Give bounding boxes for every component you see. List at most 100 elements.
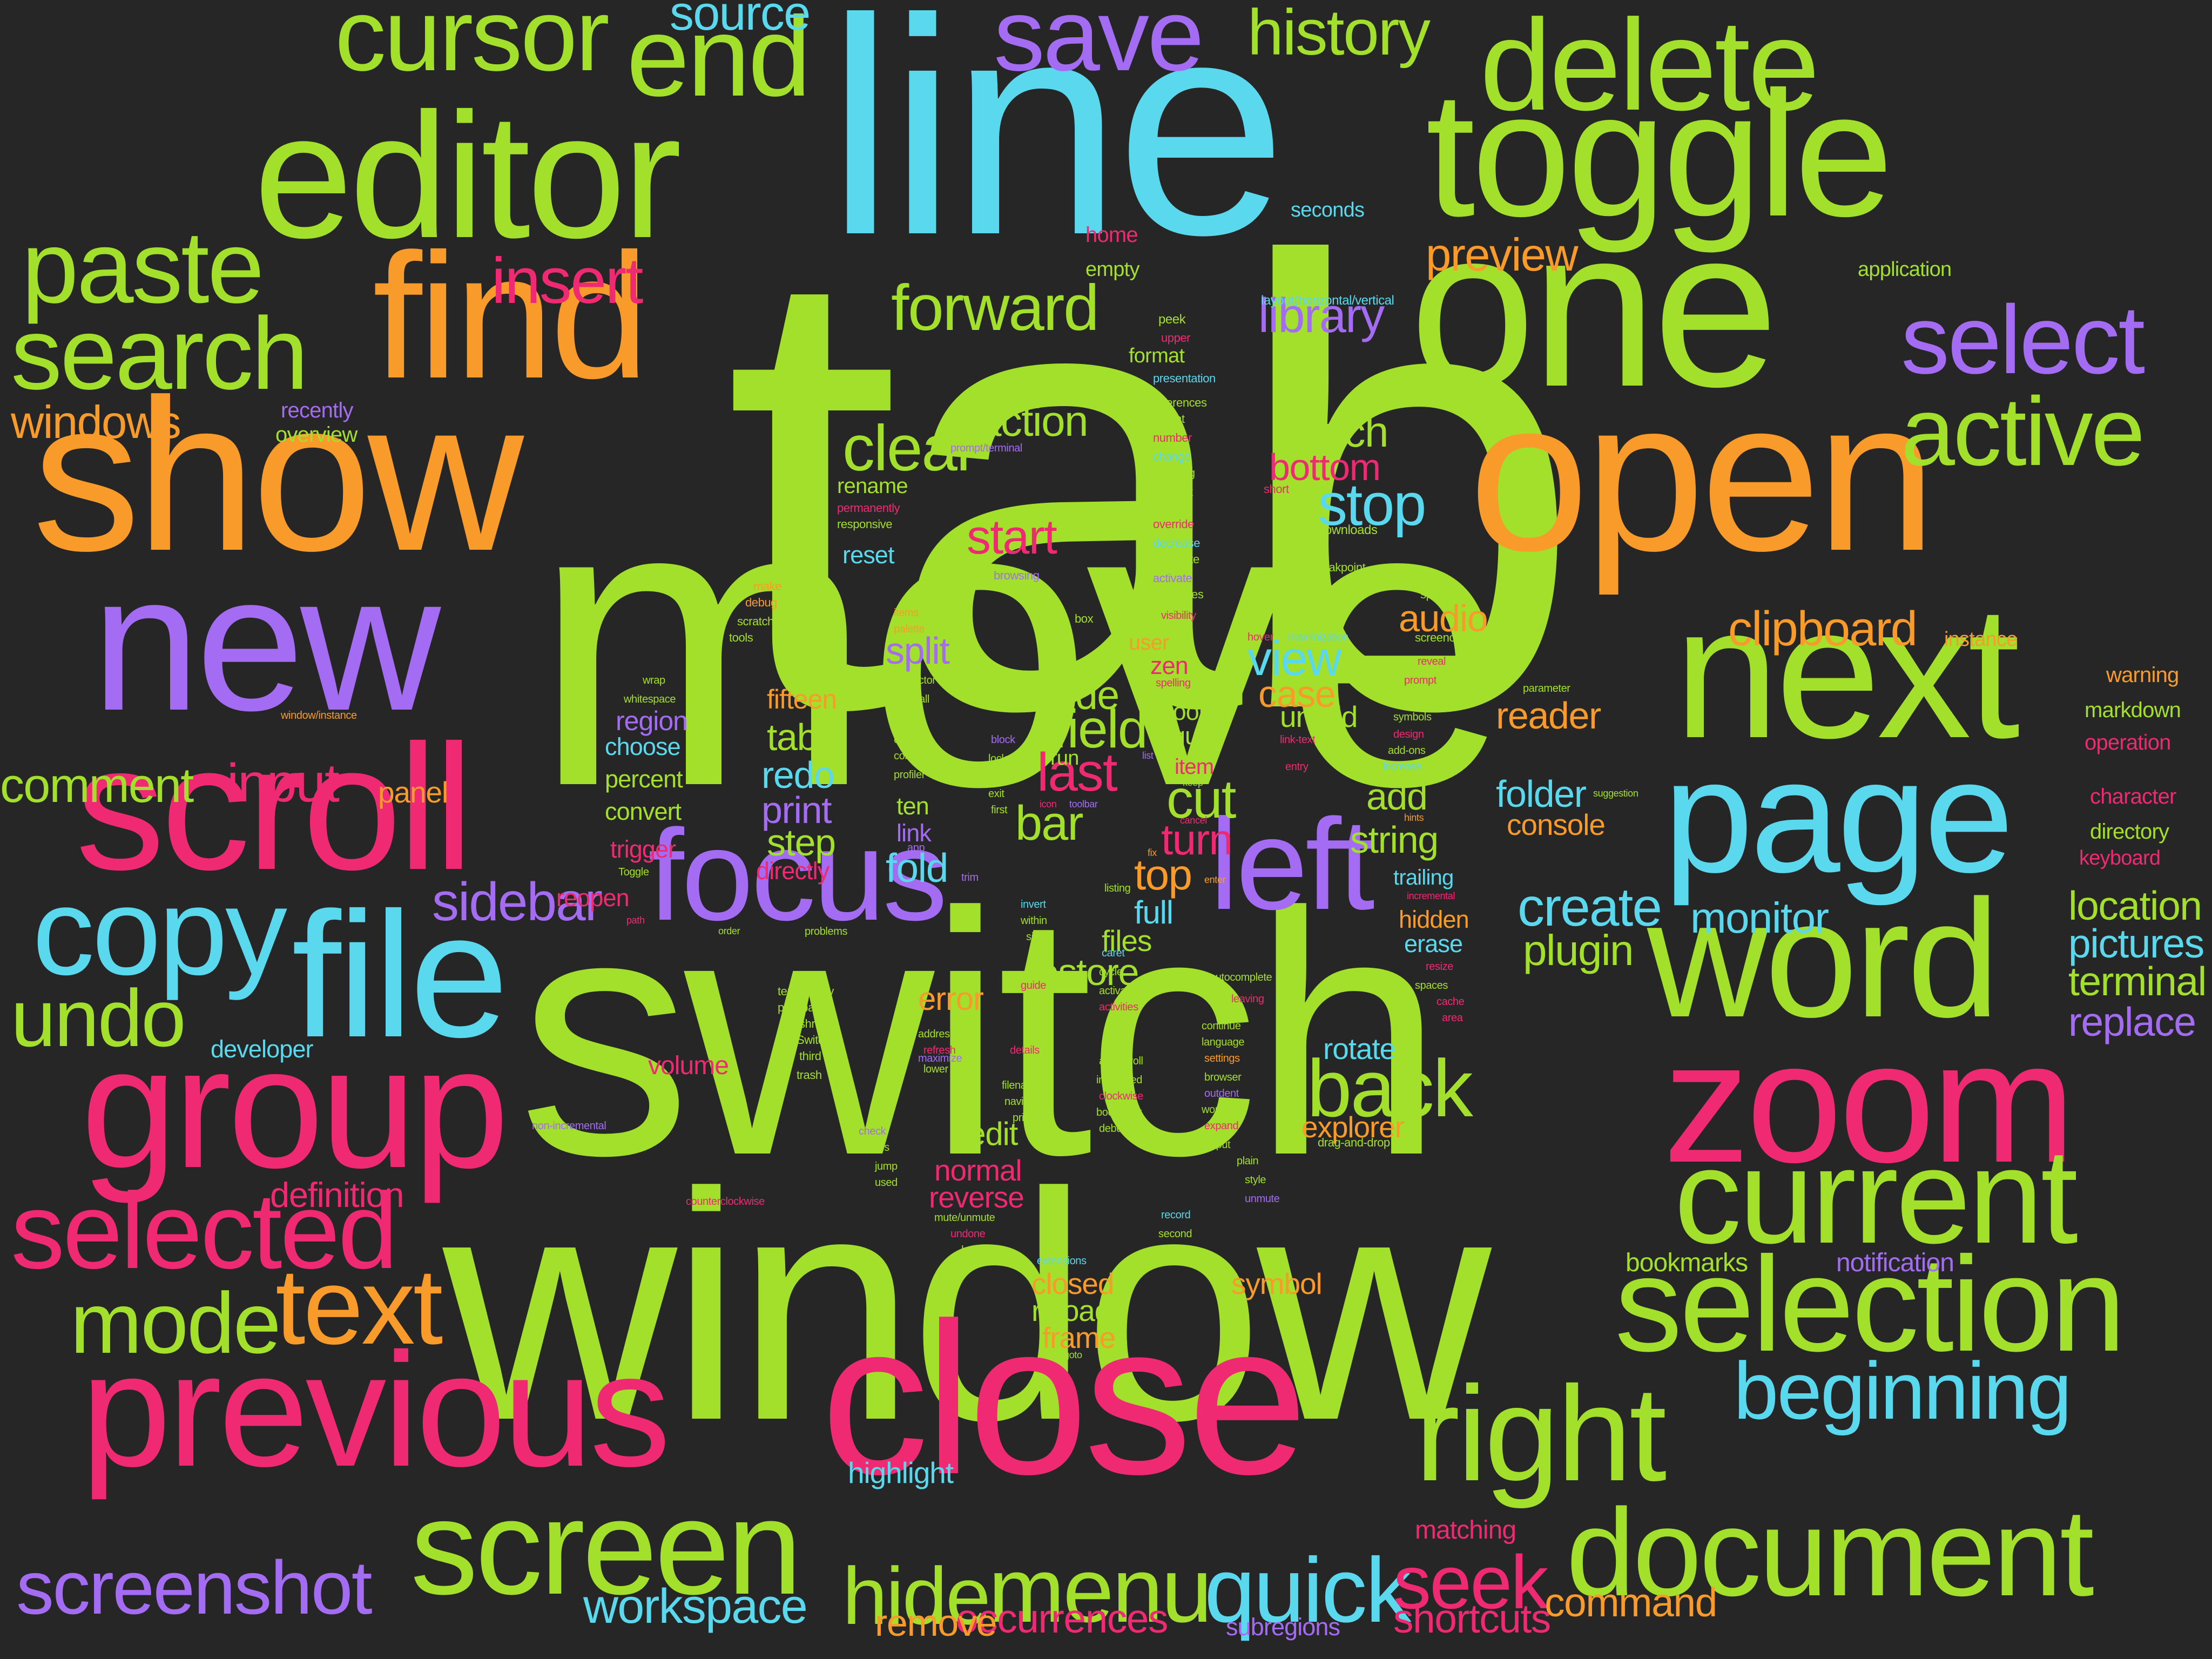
word-responsive: responsive <box>837 517 892 531</box>
word-hints: hints <box>1404 812 1424 823</box>
word-bottom: bottom <box>1269 446 1381 488</box>
word-context: context <box>894 750 927 762</box>
word-complete: complete <box>1153 552 1199 566</box>
word-showing: showing <box>1153 466 1195 480</box>
word-explorer: explorer <box>1301 1110 1405 1144</box>
word-seek: seek <box>1393 1540 1548 1624</box>
word-link-text: link-text <box>1280 734 1316 746</box>
word-hide: hide <box>842 1550 991 1641</box>
word-mode: mode <box>70 1274 281 1371</box>
word-mute: mute <box>691 988 712 999</box>
word-reload: reload <box>1031 1294 1111 1327</box>
word-downloads: downloads <box>1318 523 1378 537</box>
word-wrap: wrap <box>643 675 665 686</box>
word-forward: forward <box>891 272 1100 344</box>
word-comment: comment <box>0 759 194 813</box>
word-extensions: extensions <box>1037 1255 1087 1267</box>
word-screencast: screencast <box>1415 631 1470 644</box>
word-selection: selection <box>1615 1229 2126 1379</box>
word-source: source <box>670 0 811 41</box>
word-exit: exit <box>988 788 1004 800</box>
word-autocomplete: autocomplete <box>1210 972 1272 983</box>
word-character: character <box>2090 785 2176 808</box>
word-spelling: spelling <box>1156 677 1191 689</box>
word-save: save <box>994 0 1204 92</box>
word-resize: resize <box>1426 961 1453 973</box>
word-action: action <box>977 397 1088 445</box>
word-applications: applications <box>1015 512 1070 524</box>
word-library: library <box>1258 289 1385 343</box>
word-workspace: workspace <box>583 1580 808 1634</box>
word-prompt-terminal: prompt/terminal <box>950 442 1022 454</box>
word-markdown: markdown <box>2085 698 2181 722</box>
word-warning: warning <box>2106 663 2179 687</box>
word-unfoldall: unfoldall <box>891 693 929 705</box>
word-area: area <box>1442 1012 1463 1024</box>
word-text: text <box>275 1246 443 1367</box>
word-menu: menu <box>988 1539 1212 1642</box>
word-within: within <box>1021 915 1047 927</box>
word-whitespace: whitespace <box>624 693 676 705</box>
word-make: make <box>753 579 782 593</box>
word-group: group <box>81 1010 509 1204</box>
word-keyboard: keyboard <box>2079 847 2161 869</box>
word-highlight: highlight <box>848 1456 954 1489</box>
word-terminal: terminal <box>2068 959 2207 1004</box>
word-screen: screen <box>410 1472 802 1622</box>
word-toolbar: toolbar <box>1069 799 1098 810</box>
word-link: link <box>896 819 932 847</box>
word-references: references <box>1153 396 1207 409</box>
word-rotate: rotate <box>1323 1032 1396 1065</box>
word-open: open <box>1469 354 1937 596</box>
word-entry: entry <box>1285 761 1309 773</box>
word-windows: windows <box>11 397 181 448</box>
word-console: console <box>1507 808 1606 841</box>
word-plugin: plugin <box>1523 926 1634 974</box>
word-drag-and-drop: drag-and-drop <box>1318 1136 1390 1149</box>
word-suggestion: suggestion <box>1593 788 1638 799</box>
word-inspector: inspector <box>894 675 936 686</box>
word-history: history <box>1247 0 1431 69</box>
word-first: first <box>991 804 1008 816</box>
word-switch: switch <box>518 841 1444 1227</box>
word-items: items <box>894 607 919 619</box>
word-active: active <box>1901 377 2145 486</box>
word-input: input <box>227 753 340 813</box>
word-activities: activities <box>1099 1001 1138 1013</box>
word-end: end <box>626 0 811 120</box>
word-seconds: seconds <box>1291 199 1365 221</box>
word-filename: filename <box>1002 1080 1041 1091</box>
word-shortcuts: shortcuts <box>1393 1596 1551 1641</box>
word-restore: restore <box>1026 951 1139 993</box>
word-style: style <box>1245 1174 1266 1186</box>
word-add: add <box>1366 775 1428 818</box>
word-leaving: leaving <box>1231 993 1264 1005</box>
word-lower: lower <box>923 1063 948 1075</box>
word-files: files <box>1102 924 1152 957</box>
word-state: state <box>1161 1244 1184 1256</box>
word-navigate: navigate <box>1004 1096 1044 1108</box>
word-incremental: incremental <box>1407 891 1455 901</box>
word-permanently: permanently <box>837 501 900 515</box>
word-rename: rename <box>837 474 908 498</box>
word-third: third <box>799 1049 821 1063</box>
word-lock: lock <box>988 753 1007 765</box>
word-goto: goto <box>1064 1350 1082 1360</box>
word-quit: quit <box>1172 722 1210 750</box>
word-continue: continue <box>1202 1020 1241 1032</box>
word-shrink: shrink <box>799 1017 830 1030</box>
word-convert: convert <box>605 798 682 825</box>
word-command: command <box>1545 1580 1717 1625</box>
word-file: file <box>292 875 509 1074</box>
word-field: field <box>1053 699 1148 759</box>
word-trim: trim <box>961 872 979 884</box>
word-symbol: symbol <box>1231 1267 1323 1300</box>
word-normal: normal <box>934 1154 1022 1187</box>
word-previous: previous <box>81 1319 671 1500</box>
word-last: last <box>1037 742 1118 802</box>
word-properties: properties <box>1153 588 1204 601</box>
word-clockwise: clockwise <box>1099 1090 1143 1102</box>
word-tool: tool <box>1166 698 1204 725</box>
word-replace: replace <box>2068 999 2196 1044</box>
word-palette: palette <box>894 623 925 635</box>
